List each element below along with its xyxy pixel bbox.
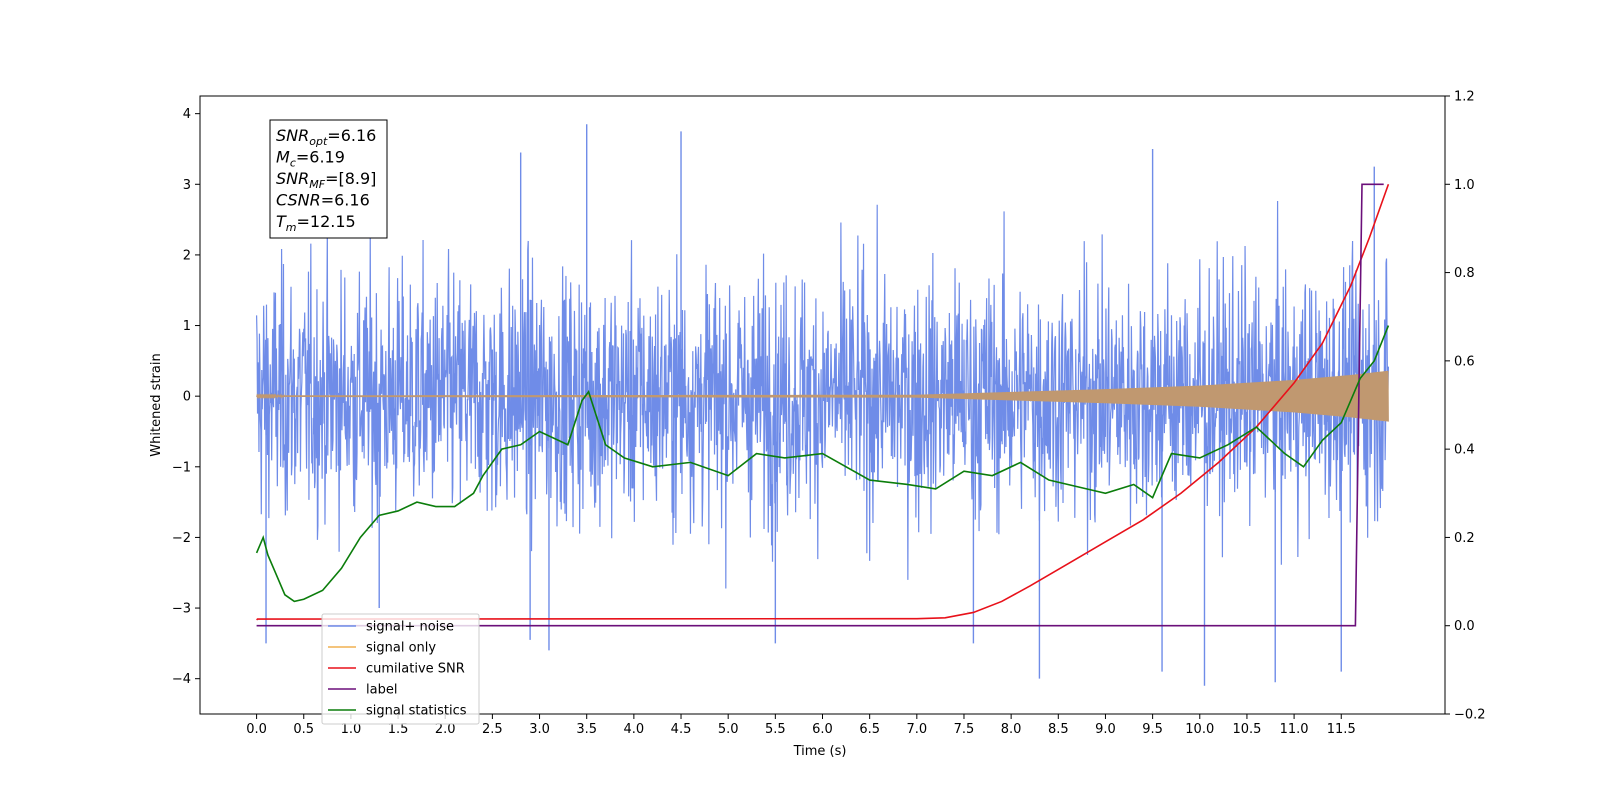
x-tick-label: 5.5 — [765, 722, 786, 737]
y-tick-label: 1 — [183, 319, 191, 334]
y2-tick-label: 0.8 — [1454, 266, 1475, 281]
y-tick-label: 3 — [183, 178, 191, 193]
x-tick-label: 7.5 — [954, 722, 975, 737]
x-tick-label: 8.5 — [1048, 722, 1069, 737]
x-tick-label: 9.5 — [1142, 722, 1163, 737]
legend-label: signal+ noise — [366, 620, 454, 635]
series-signal-noise-line — [255, 200, 1390, 589]
legend-label: label — [366, 683, 397, 698]
y-axis-label: Whitened strain — [149, 353, 164, 456]
x-tick-label: 5.0 — [718, 722, 739, 737]
series-signal-only-line — [256, 370, 1389, 422]
x-axis-label: Time (s) — [793, 744, 847, 759]
x-tick-label: 1.0 — [341, 722, 362, 737]
x-tick-label: 8.0 — [1001, 722, 1022, 737]
y2-tick-label: −0.2 — [1454, 708, 1486, 723]
x-tick-label: 1.5 — [388, 722, 409, 737]
x-tick-label: 10.5 — [1232, 722, 1261, 737]
legend: signal+ noise signal only cumilative SNR la… — [321, 613, 480, 725]
x-tick-label: 6.5 — [859, 722, 880, 737]
x-tick-label: 7.0 — [906, 722, 927, 737]
x-tick-label: 0.0 — [246, 722, 267, 737]
info-line: Tm=12.15 — [276, 212, 356, 234]
x-tick-label: 11.0 — [1280, 722, 1309, 737]
y-tick-label: −2 — [172, 531, 191, 546]
info-box-frame — [269, 119, 388, 239]
y2-tick-label: 1.0 — [1454, 178, 1475, 193]
x-tick-label: 9.0 — [1095, 722, 1116, 737]
y-tick-label: −3 — [172, 602, 191, 617]
info-line: SNRopt=6.16 — [276, 126, 376, 148]
y2-tick-label: 0.0 — [1454, 619, 1475, 634]
y2-tick-label: 0.4 — [1454, 443, 1475, 458]
x-tick-label: 11.5 — [1327, 722, 1356, 737]
series-cumilative-snr-line — [256, 184, 1390, 621]
info-line: CSNR=6.16 — [276, 191, 370, 210]
x-tick-label: 2.0 — [435, 722, 456, 737]
legend-frame — [321, 613, 480, 725]
x-tick-label: 4.5 — [671, 722, 692, 737]
info-line: Mc=6.19 — [276, 148, 345, 170]
legend-label: signal statistics — [366, 704, 467, 719]
x-tick-label: 3.5 — [576, 722, 597, 737]
x-tick-label: 3.0 — [529, 722, 550, 737]
y-tick-label: −1 — [172, 460, 191, 475]
y-tick-label: 4 — [183, 107, 191, 122]
y-tick-label: 0 — [183, 390, 191, 405]
x-tick-label: 4.0 — [624, 722, 645, 737]
y-tick-label: −4 — [172, 672, 191, 687]
x-tick-label: 0.5 — [293, 722, 314, 737]
series-label-line — [256, 183, 1384, 627]
info-line: SNRMF=[8.9] — [276, 169, 376, 191]
y2-tick-label: 0.2 — [1454, 531, 1475, 546]
series-signal-statistics-line — [255, 325, 1390, 603]
legend-label: cumilative SNR — [366, 662, 465, 677]
x-tick-label: 10.0 — [1185, 722, 1214, 737]
y2-tick-label: 1.2 — [1454, 90, 1475, 105]
y-tick-label: 2 — [183, 248, 191, 263]
y2-tick-label: 0.6 — [1454, 354, 1475, 369]
series-layer — [255, 124, 1390, 686]
y-axis-right: 1.2 1.0 0.8 0.6 0.4 0.2 0.0 −0.2 — [1445, 90, 1486, 723]
x-tick-label: 6.0 — [812, 722, 833, 737]
x-axis: 0.0 0.5 1.0 1.5 2.0 2.5 3.0 3.5 4.0 4.5 5.0 5.5 6.0 6… — [246, 714, 1356, 737]
legend-label: signal only — [366, 641, 436, 656]
y-axis-left: 4 3 2 1 0 −1 −2 −3 −4 — [172, 107, 200, 687]
x-tick-label: 2.5 — [482, 722, 503, 737]
